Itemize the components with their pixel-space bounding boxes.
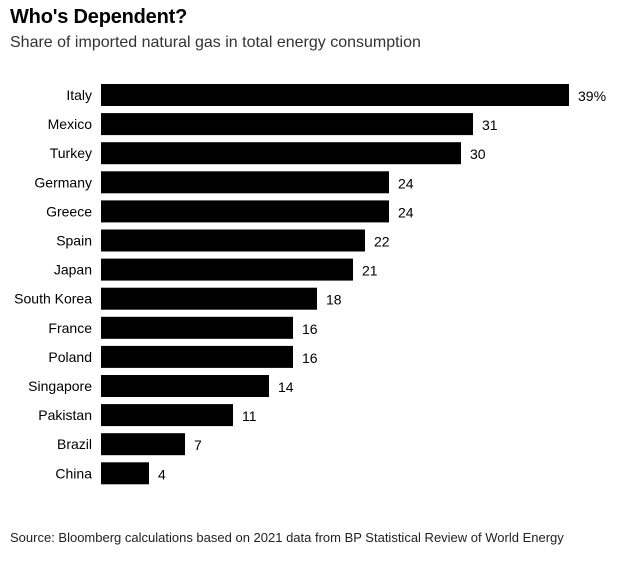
value-label-pakistan: 11 [242, 408, 257, 424]
category-label-poland: Poland [48, 349, 92, 365]
category-label-china: China [55, 465, 92, 481]
category-label-turkey: Turkey [50, 145, 92, 161]
value-label-italy: 39% [578, 88, 606, 104]
bar-greece [101, 200, 389, 223]
bar-italy [101, 84, 569, 106]
category-label-japan: Japan [54, 262, 92, 278]
bar-singapore [101, 375, 269, 397]
category-label-france: France [48, 320, 92, 336]
bar-spain [101, 229, 365, 252]
value-label-south-korea: 18 [326, 292, 342, 308]
value-label-spain: 22 [374, 234, 390, 250]
source-note: Source: Bloomberg calculations based on … [10, 530, 564, 545]
value-label-france: 16 [302, 321, 318, 337]
bar-mexico [101, 113, 473, 136]
value-label-china: 4 [158, 466, 166, 482]
category-label-brazil: Brazil [57, 436, 92, 452]
category-label-spain: Spain [56, 233, 92, 249]
category-label-greece: Greece [46, 203, 92, 219]
chart-title: Who's Dependent? [10, 6, 188, 28]
value-label-singapore: 14 [278, 379, 294, 395]
bar-south-korea [101, 287, 317, 310]
value-label-japan: 21 [362, 263, 378, 279]
value-label-brazil: 7 [194, 437, 202, 453]
value-label-mexico: 31 [482, 117, 498, 133]
value-label-greece: 24 [398, 204, 414, 220]
category-label-mexico: Mexico [48, 116, 93, 132]
category-label-pakistan: Pakistan [38, 407, 92, 423]
bar-poland [101, 345, 293, 368]
category-label-germany: Germany [34, 174, 92, 190]
value-label-germany: 24 [398, 175, 414, 191]
bar-germany [101, 171, 389, 194]
bar-pakistan [101, 404, 233, 427]
value-label-poland: 16 [302, 350, 318, 366]
bar-china [101, 462, 149, 485]
bar-france [101, 316, 293, 339]
category-label-italy: Italy [66, 87, 92, 103]
category-label-singapore: Singapore [28, 378, 92, 394]
bar-japan [101, 258, 353, 281]
category-label-south-korea: South Korea [14, 291, 92, 307]
bar-brazil [101, 433, 185, 456]
value-label-turkey: 30 [470, 146, 486, 162]
chart-subtitle: Share of imported natural gas in total e… [10, 34, 421, 51]
bar-turkey [101, 142, 461, 165]
